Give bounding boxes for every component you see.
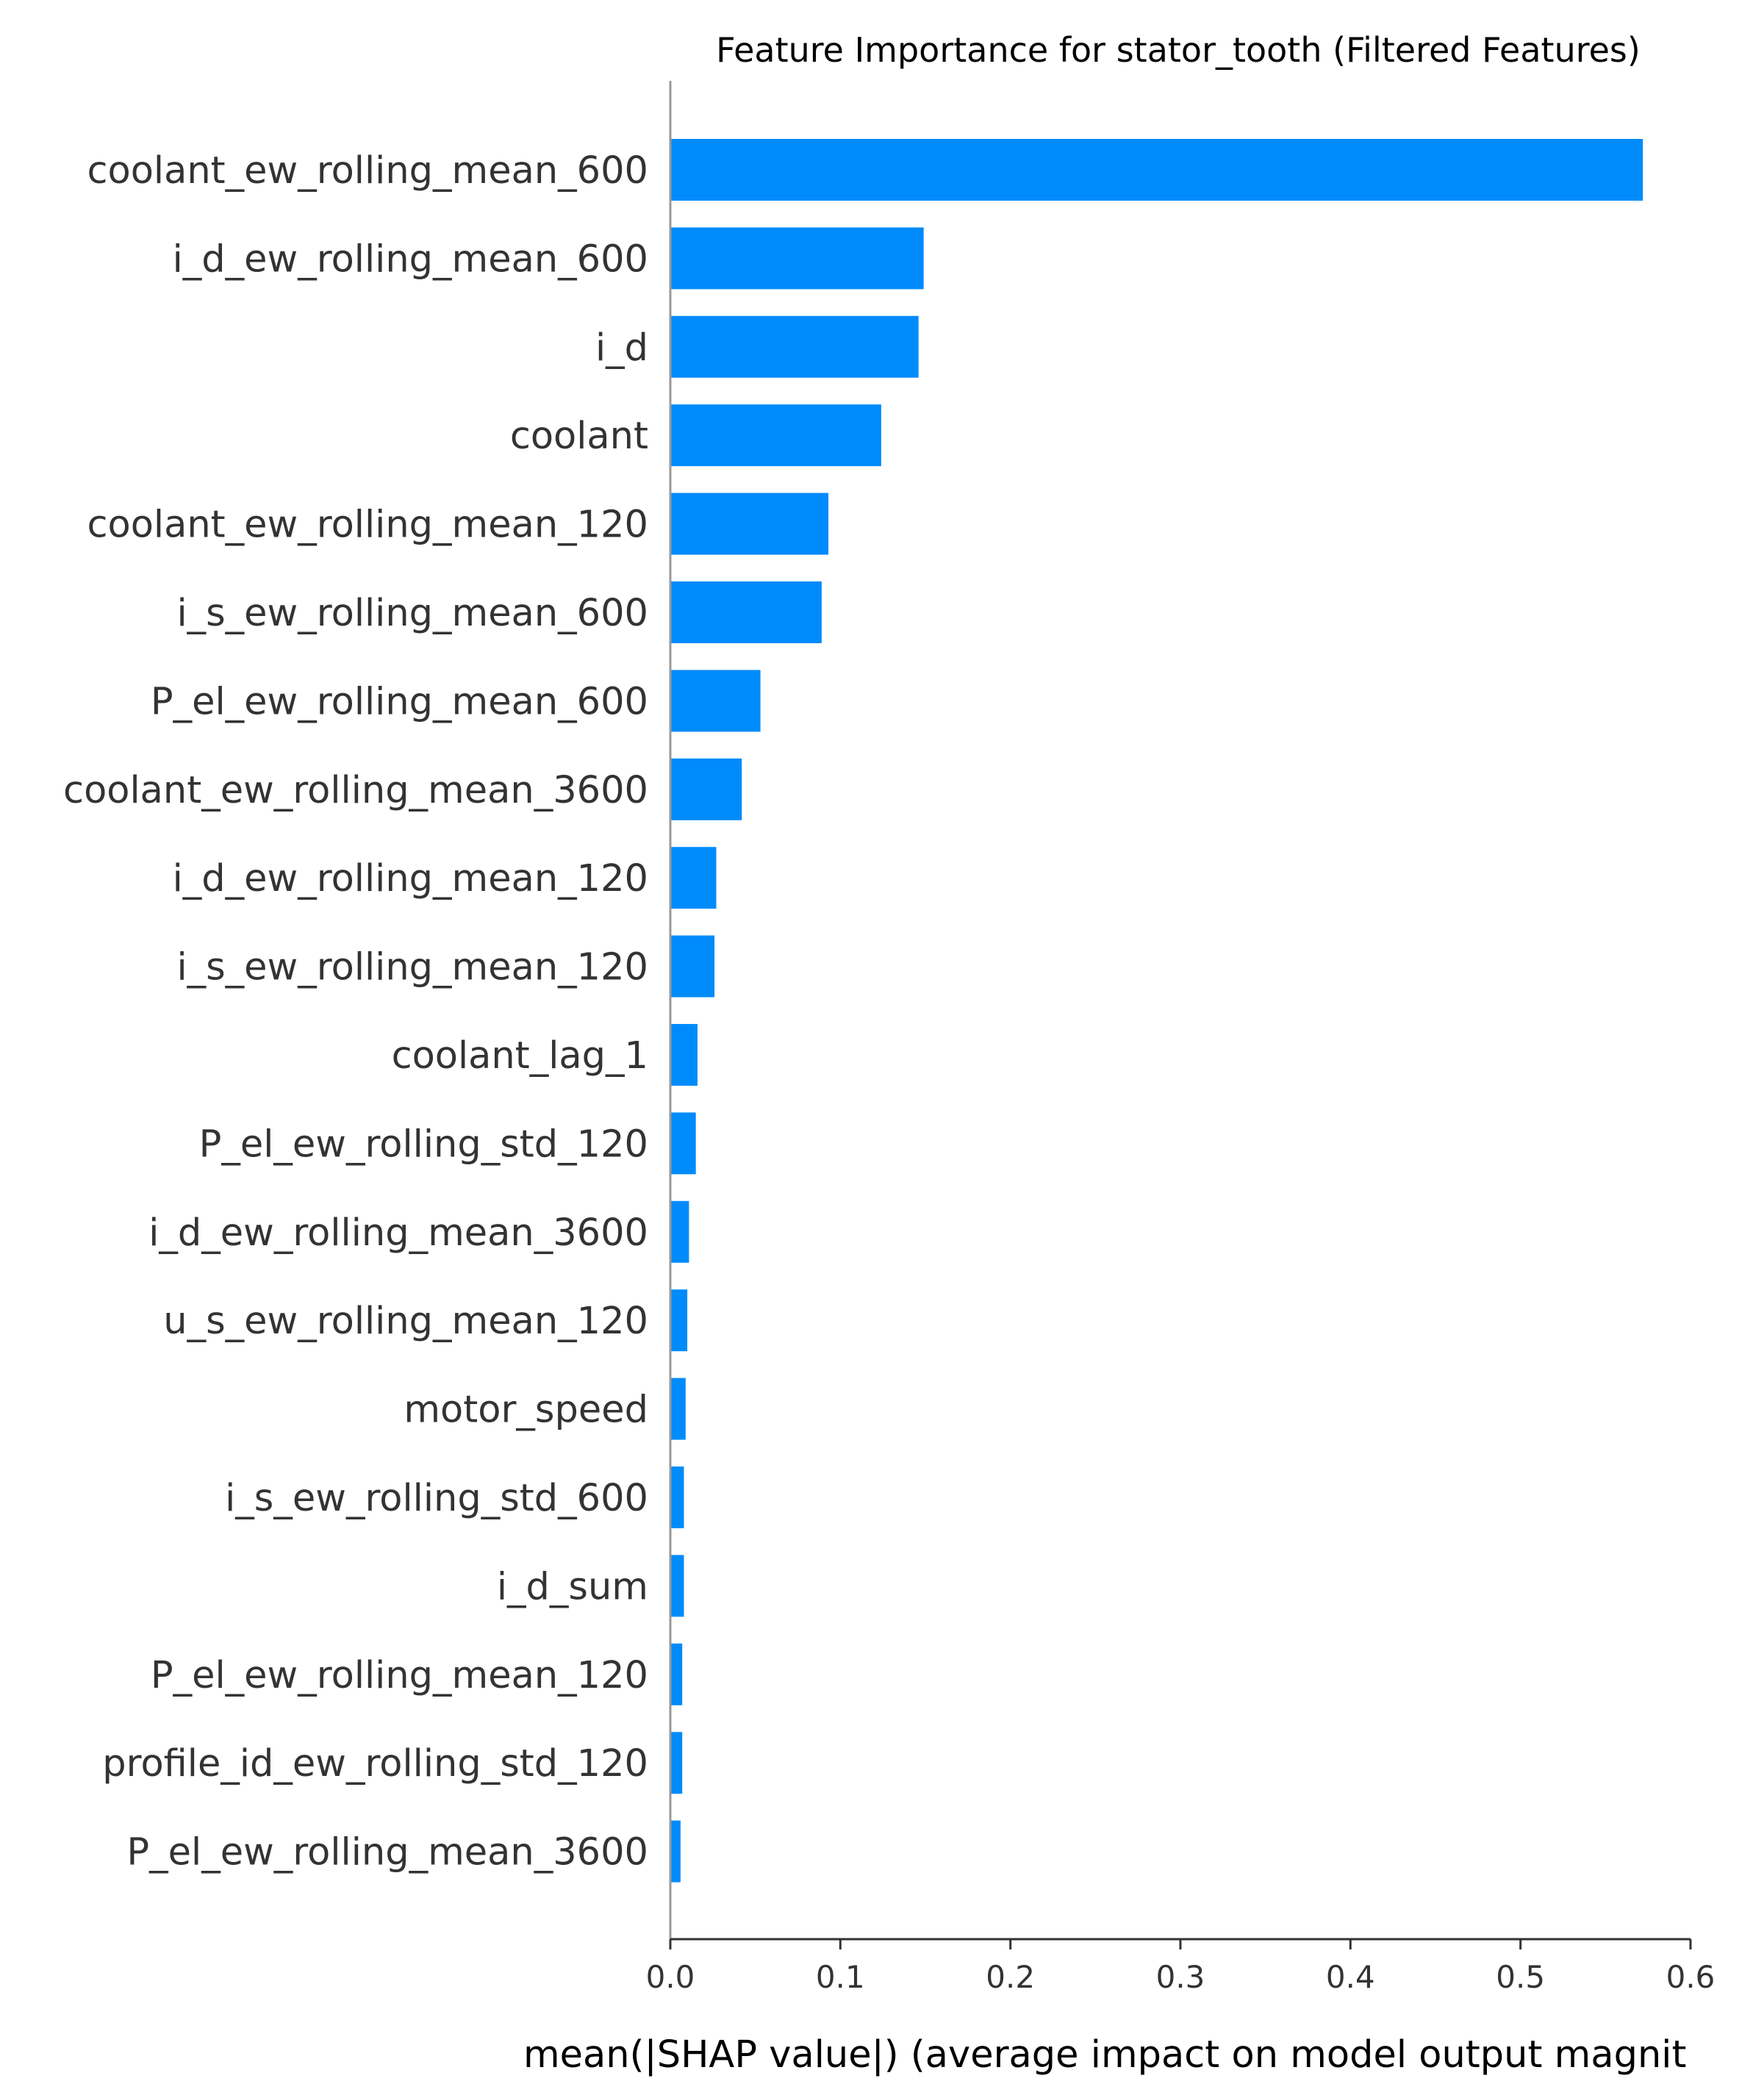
feature-label: i_s_ew_rolling_mean_120: [176, 946, 648, 989]
feature-label: i_d: [595, 326, 648, 370]
feature-label: u_s_ew_rolling_mean_120: [163, 1300, 648, 1343]
bar-P_el_ew_rolling_std_120: [670, 1112, 696, 1175]
bar-i_d_sum: [670, 1555, 684, 1617]
bars-group: [670, 139, 1643, 1883]
feature-label: coolant_lag_1: [392, 1034, 648, 1078]
x-axis-label: mean(|SHAP value|) (average impact on mo…: [523, 2033, 1686, 2077]
feature-label: i_d_ew_rolling_mean_3600: [148, 1211, 648, 1255]
bar-i_d_ew_rolling_mean_3600: [670, 1200, 689, 1263]
x-tick-label: 0.4: [1326, 1959, 1375, 1995]
feature-label: motor_speed: [404, 1389, 648, 1432]
feature-label: coolant_ew_rolling_mean_600: [87, 149, 648, 193]
x-tick-label: 0.1: [816, 1959, 865, 1995]
bar-coolant: [670, 404, 881, 467]
bar-i_s_ew_rolling_std_600: [670, 1466, 684, 1528]
bar-P_el_ew_rolling_mean_120: [670, 1643, 683, 1705]
feature-label: i_d_sum: [497, 1565, 648, 1608]
bar-u_s_ew_rolling_mean_120: [670, 1289, 688, 1352]
feature-label: coolant_ew_rolling_mean_3600: [63, 769, 648, 812]
bar-coolant_ew_rolling_mean_3600: [670, 758, 742, 820]
feature-label: i_s_ew_rolling_std_600: [225, 1477, 648, 1520]
x-tick-label: 0.5: [1496, 1959, 1545, 1995]
bar-coolant_lag_1: [670, 1024, 698, 1086]
feature-label: P_el_ew_rolling_mean_3600: [126, 1831, 648, 1874]
feature-labels: coolant_ew_rolling_mean_600 i_d_ew_rollin…: [63, 149, 648, 1874]
chart-title: Feature Importance for stator_tooth (Fil…: [716, 30, 1641, 70]
feature-label: coolant: [510, 415, 648, 458]
feature-label: i_s_ew_rolling_mean_600: [176, 592, 648, 635]
x-tick-label: 0.6: [1666, 1959, 1715, 1995]
feature-label: i_d_ew_rolling_mean_600: [173, 237, 648, 281]
feature-label: i_d_ew_rolling_mean_120: [173, 857, 648, 900]
bar-profile_id_ew_rolling_std_120: [670, 1732, 683, 1794]
feature-label: P_el_ew_rolling_mean_120: [151, 1654, 648, 1697]
feature-label: profile_id_ew_rolling_std_120: [102, 1742, 648, 1786]
x-tick-label: 0.2: [986, 1959, 1035, 1995]
bar-i_d_ew_rolling_mean_120: [670, 847, 717, 909]
x-tick-label: 0.3: [1156, 1959, 1205, 1995]
feature-label: P_el_ew_rolling_mean_600: [151, 680, 648, 723]
feature-label: coolant_ew_rolling_mean_120: [87, 504, 648, 547]
bar-P_el_ew_rolling_mean_600: [670, 670, 761, 732]
bar-coolant_ew_rolling_mean_600: [670, 139, 1643, 201]
bar-P_el_ew_rolling_mean_3600: [670, 1820, 681, 1883]
bar-i_d_ew_rolling_mean_600: [670, 227, 924, 290]
bar-i_d: [670, 315, 919, 378]
bar-i_s_ew_rolling_mean_120: [670, 935, 715, 998]
feature-label: P_el_ew_rolling_std_120: [199, 1122, 648, 1166]
x-axis-ticks: 0.0 0.1 0.2 0.3 0.4 0.5 0.6: [646, 1939, 1715, 1995]
bar-i_s_ew_rolling_mean_600: [670, 581, 822, 643]
bar-coolant_ew_rolling_mean_120: [670, 493, 829, 555]
x-tick-label: 0.0: [646, 1959, 695, 1995]
bar-motor_speed: [670, 1378, 686, 1440]
